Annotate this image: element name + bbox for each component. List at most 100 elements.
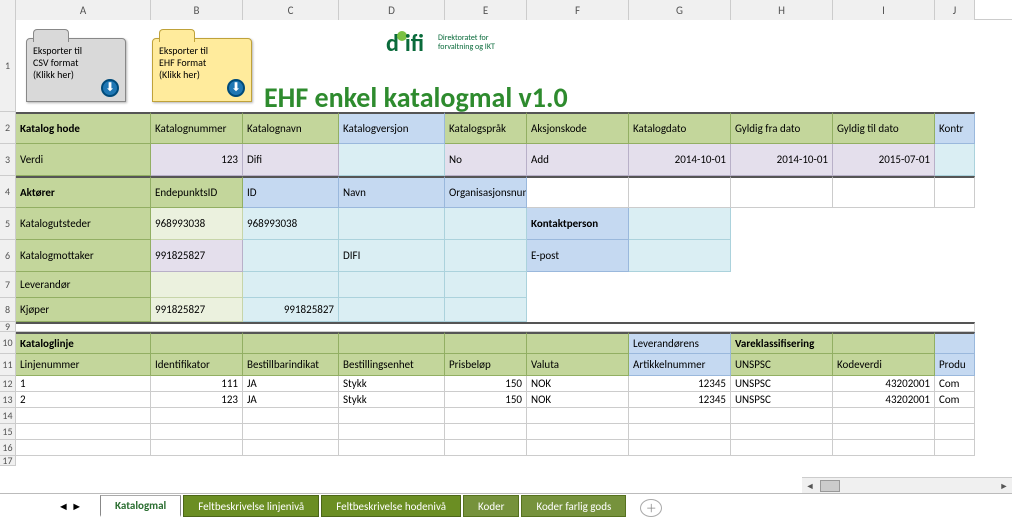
cell-C5[interactable]: 968993038 (243, 208, 339, 240)
cell-B15[interactable] (151, 424, 243, 440)
column-header-A[interactable]: A (16, 0, 151, 20)
cell-D10[interactable] (339, 332, 445, 354)
cell-E6[interactable] (445, 240, 527, 272)
sheet-tab-3[interactable]: Koder (463, 495, 519, 517)
cell-B12[interactable]: 111 (151, 376, 243, 392)
cell-J12[interactable]: Com (935, 376, 975, 392)
header-katalog-hode[interactable]: Katalog hode (16, 112, 151, 144)
cell-E3[interactable]: No (445, 144, 527, 176)
tab-nav-arrows[interactable]: ◄ ► (40, 495, 100, 517)
cell-A10[interactable]: Kataloglinje (16, 332, 151, 354)
cell-J2[interactable]: Kontr (935, 112, 975, 144)
cell-F6[interactable]: E-post (527, 240, 629, 272)
cell-D3[interactable] (339, 144, 445, 176)
cell-B8[interactable]: 991825827 (151, 298, 243, 322)
cell-J11[interactable]: Produ (935, 354, 975, 376)
column-header-D[interactable]: D (339, 0, 445, 20)
row-header-1[interactable]: 1 (0, 20, 16, 112)
cell-E15[interactable] (445, 424, 527, 440)
cell-F12[interactable]: NOK (527, 376, 629, 392)
cell-I13[interactable]: 43202001 (833, 392, 935, 408)
cell-C11[interactable]: Bestillbarindikat (243, 354, 339, 376)
cell-C12[interactable]: JA (243, 376, 339, 392)
cell-E14[interactable] (445, 408, 527, 424)
cell-F5[interactable]: Kontaktperson (527, 208, 629, 240)
cell-D7[interactable] (339, 272, 445, 298)
cell-G4[interactable] (629, 176, 731, 208)
cell-E4[interactable]: Organisasjons­nummer (445, 176, 527, 208)
cell-B3[interactable]: 123 (151, 144, 243, 176)
cell-A16[interactable] (16, 440, 151, 456)
cell-B11[interactable]: Identifikator (151, 354, 243, 376)
cell-H2[interactable]: Gyldig fra dato (731, 112, 833, 144)
cell-D13[interactable]: Stykk (339, 392, 445, 408)
cell-G12[interactable]: 12345 (629, 376, 731, 392)
column-header-G[interactable]: G (629, 0, 731, 20)
cell-G5[interactable] (629, 208, 731, 240)
cell-C6[interactable] (243, 240, 339, 272)
cell-B7[interactable] (151, 272, 243, 298)
column-header-E[interactable]: E (445, 0, 527, 20)
cell-J10[interactable] (935, 332, 975, 354)
cell-J4[interactable] (935, 176, 975, 208)
cell-E8[interactable] (445, 298, 527, 322)
cell-E7[interactable] (445, 272, 527, 298)
cell-D14[interactable] (339, 408, 445, 424)
cell-I4[interactable] (833, 176, 935, 208)
cell-E2[interactable]: Katalogspråk (445, 112, 527, 144)
cell-G16[interactable] (629, 440, 731, 456)
column-header-I[interactable]: I (833, 0, 935, 20)
cell-D8[interactable] (339, 298, 445, 322)
sheet-tab-0[interactable]: Katalogmal (100, 495, 181, 517)
cell-C14[interactable] (243, 408, 339, 424)
cell-F3[interactable]: Add (527, 144, 629, 176)
cell-F10[interactable] (527, 332, 629, 354)
row-header-2[interactable]: 2 (0, 112, 16, 144)
row-header-8[interactable]: 8 (0, 298, 16, 322)
cell-B16[interactable] (151, 440, 243, 456)
cell-A12[interactable]: 1 (16, 376, 151, 392)
cell-F16[interactable] (527, 440, 629, 456)
export-csv-button[interactable]: Eksporter til CSV format (Klikk her) ⬇ (26, 38, 126, 102)
cell-A13[interactable]: 2 (16, 392, 151, 408)
cell-A8[interactable]: Kjøper (16, 298, 151, 322)
cell-B6[interactable]: 991825827 (151, 240, 243, 272)
cell-D2[interactable]: Katalogversjon (339, 112, 445, 144)
row-header-3[interactable]: 3 (0, 144, 16, 176)
cell-G15[interactable] (629, 424, 731, 440)
cell-J14[interactable] (935, 408, 975, 424)
row-header-12[interactable]: 12 (0, 376, 16, 392)
cell-D4[interactable]: Navn (339, 176, 445, 208)
cell-C10[interactable] (243, 332, 339, 354)
cell-grid[interactable]: Eksporter til CSV format (Klikk her) ⬇ E… (16, 20, 1012, 493)
cell-H14[interactable] (731, 408, 833, 424)
cell-F13[interactable]: NOK (527, 392, 629, 408)
column-header-J[interactable]: J (935, 0, 975, 20)
column-header-B[interactable]: B (151, 0, 243, 20)
row-header-4[interactable]: 4 (0, 176, 16, 208)
row-header-15[interactable]: 15 (0, 424, 16, 440)
cell-B5[interactable]: 968993038 (151, 208, 243, 240)
cell-A11[interactable]: Linjenummer (16, 354, 151, 376)
cell-B10[interactable] (151, 332, 243, 354)
cell-A7[interactable]: Leverandør (16, 272, 151, 298)
sheet-tab-4[interactable]: Koder farlig gods (521, 495, 626, 517)
row-header-9[interactable]: 9 (0, 322, 16, 332)
cell-A6[interactable]: Katalogmottaker (16, 240, 151, 272)
cell-A15[interactable] (16, 424, 151, 440)
row-header-5[interactable]: 5 (0, 208, 16, 240)
cell-C7[interactable] (243, 272, 339, 298)
cell-C2[interactable]: Katalognavn (243, 112, 339, 144)
cell-E16[interactable] (445, 440, 527, 456)
cell-B2[interactable]: Katalognummer (151, 112, 243, 144)
cell-E5[interactable] (445, 208, 527, 240)
cell-A3[interactable]: Verdi (16, 144, 151, 176)
cell-I16[interactable] (833, 440, 935, 456)
cell-D5[interactable] (339, 208, 445, 240)
cell-G13[interactable]: 12345 (629, 392, 731, 408)
cell-H10[interactable]: Vareklassifisering (731, 332, 833, 354)
cell-I3[interactable]: 2015-07-01 (833, 144, 935, 176)
cell-B14[interactable] (151, 408, 243, 424)
cell-J15[interactable] (935, 424, 975, 440)
cell-D15[interactable] (339, 424, 445, 440)
